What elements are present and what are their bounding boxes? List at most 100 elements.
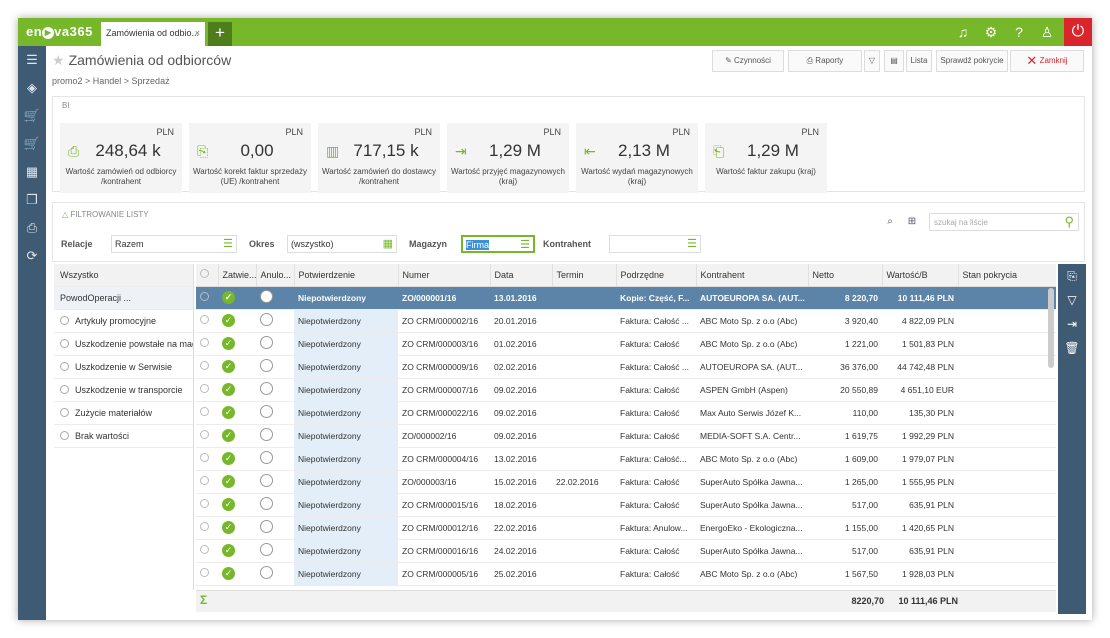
filter-config-icon[interactable]: ⊞ [907, 216, 917, 227]
select-radio[interactable] [200, 292, 209, 301]
row-select[interactable] [196, 447, 218, 471]
row-select[interactable] [196, 424, 218, 448]
cancelled-cell[interactable] [256, 355, 294, 379]
kpi-card[interactable]: PLN ⇥ 1,29 M Wartość przyjęć magazynowych (… [447, 123, 569, 193]
collapse-icon[interactable]: △ [62, 210, 69, 219]
column-header[interactable]: Podrzędne [616, 264, 697, 287]
select-all-header[interactable] [196, 264, 219, 287]
cancelled-cell[interactable] [256, 516, 294, 540]
tab-close-icon[interactable]: × [194, 28, 200, 38]
cancelled-cell[interactable] [256, 447, 294, 471]
filter-title[interactable]: △ FILTROWANIE LISTY [62, 210, 149, 219]
table-row[interactable]: ✓ Niepotwierdzony ZO/000002/16 09.02.2016 Fa… [196, 424, 1056, 448]
radio[interactable] [60, 408, 69, 417]
list-icon[interactable]: ☰ [223, 238, 233, 250]
radio[interactable] [60, 431, 69, 440]
row-select[interactable] [196, 493, 218, 517]
group-item[interactable]: Zużycie materiałów [54, 402, 193, 425]
sum-icon[interactable]: Σ [200, 593, 208, 607]
okres-field[interactable]: (wszystko) ▦ [287, 235, 397, 253]
documents-icon[interactable]: ❐ [26, 192, 38, 207]
radio[interactable] [60, 362, 69, 371]
menu-icon[interactable]: ☰ [26, 52, 38, 67]
approved-cell[interactable]: ✓ [218, 401, 256, 425]
table-row[interactable]: ✓ Niepotwierdzony ZO CRM/000003/16 01.02.20… [196, 332, 1056, 356]
select-radio[interactable] [200, 453, 209, 462]
group-item[interactable]: Artykuły promocyjne [54, 310, 193, 333]
column-header[interactable]: Potwierdzenie [294, 264, 399, 287]
table-row[interactable]: ✓ Niepotwierdzony ZO CRM/000015/16 18.02.20… [196, 493, 1056, 517]
table-row[interactable]: ✓ Niepotwierdzony ZO CRM/000009/16 02.02.20… [196, 355, 1056, 379]
delete-icon[interactable]: 🗑 [1064, 341, 1080, 355]
breadcrumb[interactable]: promo2 > Handel > Sprzedaż [52, 76, 170, 86]
gear-icon[interactable]: ⚙ [984, 24, 998, 40]
row-select[interactable] [196, 470, 218, 494]
select-radio[interactable] [200, 476, 209, 485]
column-header[interactable]: Zatwie... [218, 264, 257, 287]
cancelled-cell[interactable] [256, 539, 294, 563]
cancelled-cell[interactable] [256, 493, 294, 517]
advanced-search-icon[interactable]: ⌕ [887, 216, 893, 227]
row-select[interactable] [196, 286, 218, 310]
list-view-icon[interactable]: ▤ [884, 50, 904, 72]
new-tab-button[interactable]: + [208, 22, 232, 46]
table-row[interactable]: ✓ Niepotwierdzony ZO CRM/000005/16 25.02.20… [196, 562, 1056, 586]
magazyn-field[interactable]: Firma ☰ [461, 235, 535, 253]
cancelled-cell[interactable] [256, 470, 294, 494]
column-header[interactable]: Stan pokrycia [958, 264, 1056, 287]
column-header[interactable]: Data [490, 264, 553, 287]
group-item[interactable]: Uszkodzenie w Serwisie [54, 356, 193, 379]
group-item[interactable]: PowodOperacji ... [54, 287, 193, 310]
approved-cell[interactable]: ✓ [218, 516, 256, 540]
radio[interactable] [60, 339, 69, 348]
approved-cell[interactable]: ✓ [218, 470, 256, 494]
cancelled-cell[interactable] [256, 562, 294, 586]
column-header[interactable]: Netto [808, 264, 883, 287]
cancelled-cell[interactable] [256, 286, 294, 310]
filter-icon[interactable]: ▽ [1067, 293, 1077, 307]
select-radio[interactable] [200, 269, 209, 279]
approved-cell[interactable]: ✓ [218, 378, 256, 402]
approved-cell[interactable]: ✓ [218, 424, 256, 448]
search-icon[interactable]: ⚲ [1064, 214, 1074, 229]
column-header[interactable]: Wartość/B [882, 264, 959, 287]
cart-icon[interactable]: 🛒 [23, 108, 41, 123]
favorite-star-icon[interactable]: ★ [52, 52, 65, 68]
approved-cell[interactable]: ✓ [218, 493, 256, 517]
user-icon[interactable]: ♙ [1040, 24, 1054, 40]
approved-cell[interactable]: ✓ [218, 309, 256, 333]
select-radio[interactable] [200, 384, 209, 393]
row-select[interactable] [196, 309, 218, 333]
column-header[interactable]: Numer [398, 264, 491, 287]
cancelled-cell[interactable] [256, 332, 294, 356]
row-select[interactable] [196, 539, 218, 563]
table-row[interactable]: ✓ Niepotwierdzony ZO CRM/000007/16 09.02.20… [196, 378, 1056, 402]
row-select[interactable] [196, 516, 218, 540]
calendar-icon[interactable]: ▦ [382, 238, 393, 250]
select-radio[interactable] [200, 361, 209, 370]
table-row[interactable]: ✓ Niepotwierdzony ZO CRM/000016/16 24.02.20… [196, 539, 1056, 563]
cancelled-cell[interactable] [256, 309, 294, 333]
approved-cell[interactable]: ✓ [218, 562, 256, 586]
column-header[interactable]: Anulo... [256, 264, 295, 287]
reports-button[interactable]: ⎙ Raporty [788, 50, 862, 72]
kpi-card[interactable]: PLN ⎘ 0,00 Wartość korekt faktur sprzedaży … [189, 123, 311, 193]
select-radio[interactable] [200, 522, 209, 531]
cancelled-cell[interactable] [256, 424, 294, 448]
scrollbar[interactable] [1048, 288, 1054, 368]
actions-button[interactable]: ✎ Czynności [712, 50, 784, 72]
cancelled-cell[interactable] [256, 401, 294, 425]
close-button[interactable]: ✕ Zamknij [1010, 50, 1084, 72]
power-icon[interactable]: ⏻ [1064, 18, 1092, 46]
row-select[interactable] [196, 378, 218, 402]
warehouse-icon[interactable]: ▦ [25, 164, 39, 179]
help-icon[interactable]: ? [1015, 24, 1023, 40]
select-radio[interactable] [200, 407, 209, 416]
select-radio[interactable] [200, 338, 209, 347]
group-item[interactable]: Uszkodzenie powstałe na magazynie [54, 333, 193, 356]
kontrahent-field[interactable]: ☰ [609, 235, 701, 253]
list-icon[interactable]: ☰ [520, 239, 530, 251]
column-header[interactable]: Kontrahent [696, 264, 809, 287]
row-select[interactable] [196, 562, 218, 586]
tab-zamowienia[interactable]: Zamówienia od odbio... × [101, 22, 205, 46]
